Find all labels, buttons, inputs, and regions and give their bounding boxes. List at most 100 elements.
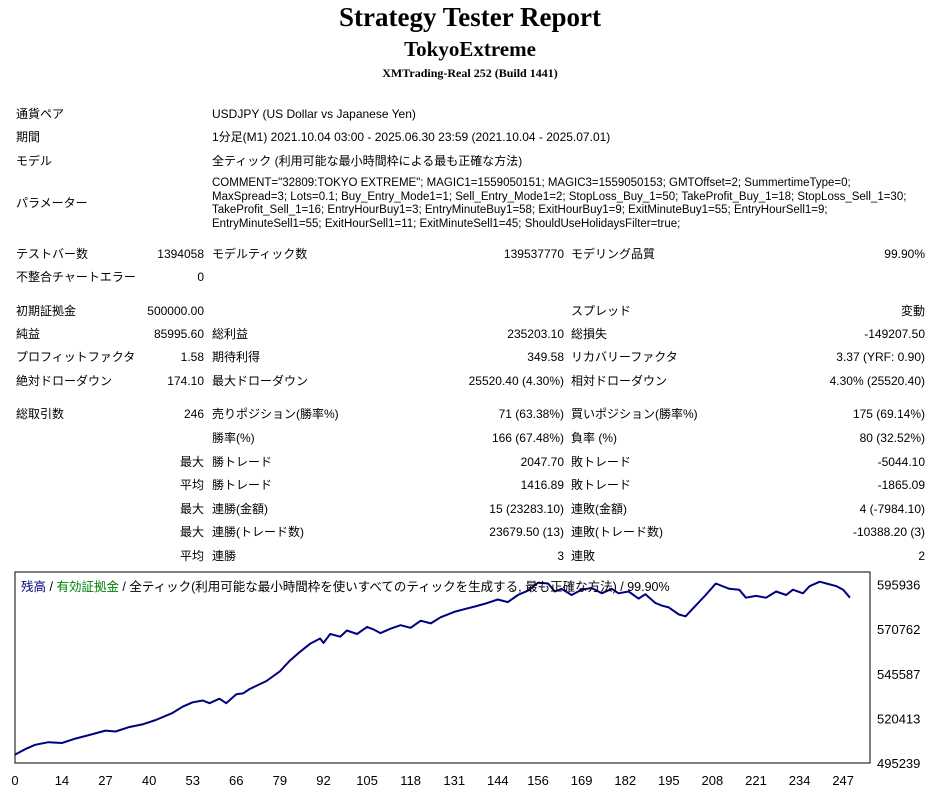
gross-loss-label: 総損失 — [571, 327, 608, 341]
average-win-value: 1416.89 — [520, 478, 564, 492]
expert-name: TokyoExtreme — [404, 37, 536, 61]
period-value: 1分足(M1) 2021.10.04 03:00 - 2025.06.30 23… — [212, 130, 611, 144]
largest-win-label: 勝トレード — [212, 455, 273, 469]
params-label: パラメーター — [16, 196, 88, 210]
x-tick-label: 144 — [487, 773, 509, 788]
avg-consec-losses-value: 2 — [918, 549, 925, 563]
long-positions-value: 175 (69.14%) — [852, 407, 925, 421]
deposit-label: 初期証拠金 — [16, 304, 77, 318]
x-tick-label: 66 — [229, 773, 243, 788]
expected-payoff-value: 349.58 — [527, 350, 564, 364]
max-drawdown-value: 25520.40 (4.30%) — [468, 374, 564, 388]
legend-balance: 残高 — [21, 580, 47, 594]
y-tick-label: 495239 — [877, 756, 920, 771]
symbol-label: 通貨ペア — [16, 107, 65, 121]
consec-losses-count-value: -10388.20 (3) — [852, 525, 925, 539]
consec-wins-amount-value: 15 (23283.10) — [489, 502, 564, 516]
avg-consec-label: 平均 — [179, 549, 204, 563]
server-build: XMTrading-Real 252 (Build 1441) — [382, 66, 558, 80]
largest-win-value: 2047.70 — [520, 455, 564, 469]
legend-separator: / — [46, 580, 57, 594]
rel-drawdown-value: 4.30% (25520.40) — [829, 374, 925, 388]
plot-area — [14, 571, 871, 764]
quality-label: モデリング品質 — [571, 247, 656, 261]
x-tick-label: 208 — [702, 773, 724, 788]
expected-payoff-label: 期待利得 — [212, 350, 261, 364]
mismatch-label: 不整合チャートエラー — [16, 270, 136, 284]
gross-profit-value: 235203.10 — [507, 327, 564, 341]
x-tick-label: 221 — [745, 773, 767, 788]
consec-losses-amount-value: 4 (-7984.10) — [859, 502, 925, 516]
recovery-factor-label: リカバリーファクタ — [571, 350, 678, 364]
period-label: 期間 — [16, 130, 41, 144]
balance-line — [14, 580, 851, 756]
abs-drawdown-label: 絶対ドローダウン — [16, 374, 113, 388]
deposit-value: 500000.00 — [147, 304, 204, 318]
loss-rate-label: 負率 (%) — [571, 431, 617, 445]
average-win-label: 勝トレード — [212, 478, 273, 492]
x-tick-label: 14 — [55, 773, 69, 788]
total-trades-value: 246 — [183, 407, 204, 421]
x-tick-label: 131 — [443, 773, 465, 788]
x-tick-label: 195 — [658, 773, 680, 788]
ticks-value: 139537770 — [503, 247, 564, 261]
avg-consec-wins-value: 3 — [557, 549, 564, 563]
x-tick-label: 40 — [142, 773, 156, 788]
model-value: 全ティック (利用可能な最小時間枠による最も正確な方法) — [212, 154, 523, 168]
legend-separator: / — [118, 580, 130, 594]
average-loss-label: 敗トレード — [571, 478, 632, 492]
net-profit-label: 純益 — [16, 327, 41, 341]
win-rate-value: 166 (67.48%) — [491, 431, 564, 445]
largest-label: 最大 — [179, 455, 204, 469]
avg-consec-losses-label: 連敗 — [571, 549, 596, 563]
recovery-factor-value: 3.37 (YRF: 0.90) — [836, 350, 925, 364]
mismatch-value: 0 — [197, 270, 204, 284]
symbol-value: USDJPY (US Dollar vs Japanese Yen) — [212, 107, 416, 121]
chart-legend: 残高 / 有効証拠金 / 全ティック(利用可能な最小時間枠を使いすべてのティック… — [21, 576, 670, 595]
spread-value: 変動 — [900, 304, 925, 318]
x-tick-label: 169 — [571, 773, 593, 788]
average-label: 平均 — [179, 478, 204, 492]
max-consec-amt-label: 最大 — [179, 502, 204, 516]
max-consec-cnt-label: 最大 — [179, 525, 204, 539]
gross-profit-label: 総利益 — [212, 327, 249, 341]
short-positions-label: 売りポジション(勝率%) — [212, 407, 339, 421]
rel-drawdown-label: 相対ドローダウン — [571, 374, 668, 388]
loss-rate-value: 80 (32.52%) — [859, 431, 925, 445]
gross-loss-value: -149207.50 — [864, 327, 925, 341]
win-rate-label: 勝率(%) — [212, 431, 255, 445]
params-value: COMMENT="32809:TOKYO EXTREME"; MAGIC1=15… — [212, 177, 907, 230]
x-tick-label: 92 — [316, 773, 330, 788]
balance-chart: 595936 570762 545587 520413 495239 0 14 27 40 53… — [11, 571, 920, 788]
x-tick-label: 0 — [11, 773, 18, 788]
abs-drawdown-value: 174.10 — [167, 374, 204, 388]
y-tick-label: 595936 — [877, 578, 920, 593]
profit-factor-value: 1.58 — [180, 350, 204, 364]
x-tick-label: 118 — [400, 773, 421, 788]
max-drawdown-label: 最大ドローダウン — [212, 374, 309, 388]
model-label: モデル — [16, 154, 53, 168]
consec-wins-count-label: 連勝(トレード数) — [212, 525, 304, 539]
x-tick-label: 182 — [614, 773, 636, 788]
y-tick-label: 545587 — [877, 667, 920, 682]
spread-label: スプレッド — [571, 304, 632, 318]
report-title: Strategy Tester Report — [339, 2, 601, 32]
net-profit-value: 85995.60 — [153, 327, 204, 341]
quality-value: 99.90% — [884, 247, 925, 261]
consec-wins-amount-label: 連勝(金額) — [212, 502, 268, 516]
consec-losses-amount-label: 連敗(金額) — [571, 502, 627, 516]
avg-consec-wins-label: 連勝 — [212, 549, 237, 563]
largest-loss-value: -5044.10 — [877, 455, 925, 469]
total-trades-label: 総取引数 — [16, 407, 65, 421]
x-tick-label: 234 — [789, 773, 811, 788]
bars-value: 1394058 — [157, 247, 204, 261]
x-tick-label: 156 — [527, 773, 549, 788]
x-tick-label: 105 — [356, 773, 378, 788]
x-tick-label: 53 — [185, 773, 199, 788]
average-loss-value: -1865.09 — [877, 478, 925, 492]
ticks-label: モデルティック数 — [212, 247, 308, 261]
consec-losses-count-label: 連敗(トレード数) — [571, 525, 663, 539]
legend-description: 全ティック(利用可能な最小時間枠を使いすべてのティックを生成する, 最も正確な方… — [129, 580, 670, 594]
y-tick-label: 570762 — [877, 622, 920, 637]
largest-loss-label: 敗トレード — [571, 455, 632, 469]
